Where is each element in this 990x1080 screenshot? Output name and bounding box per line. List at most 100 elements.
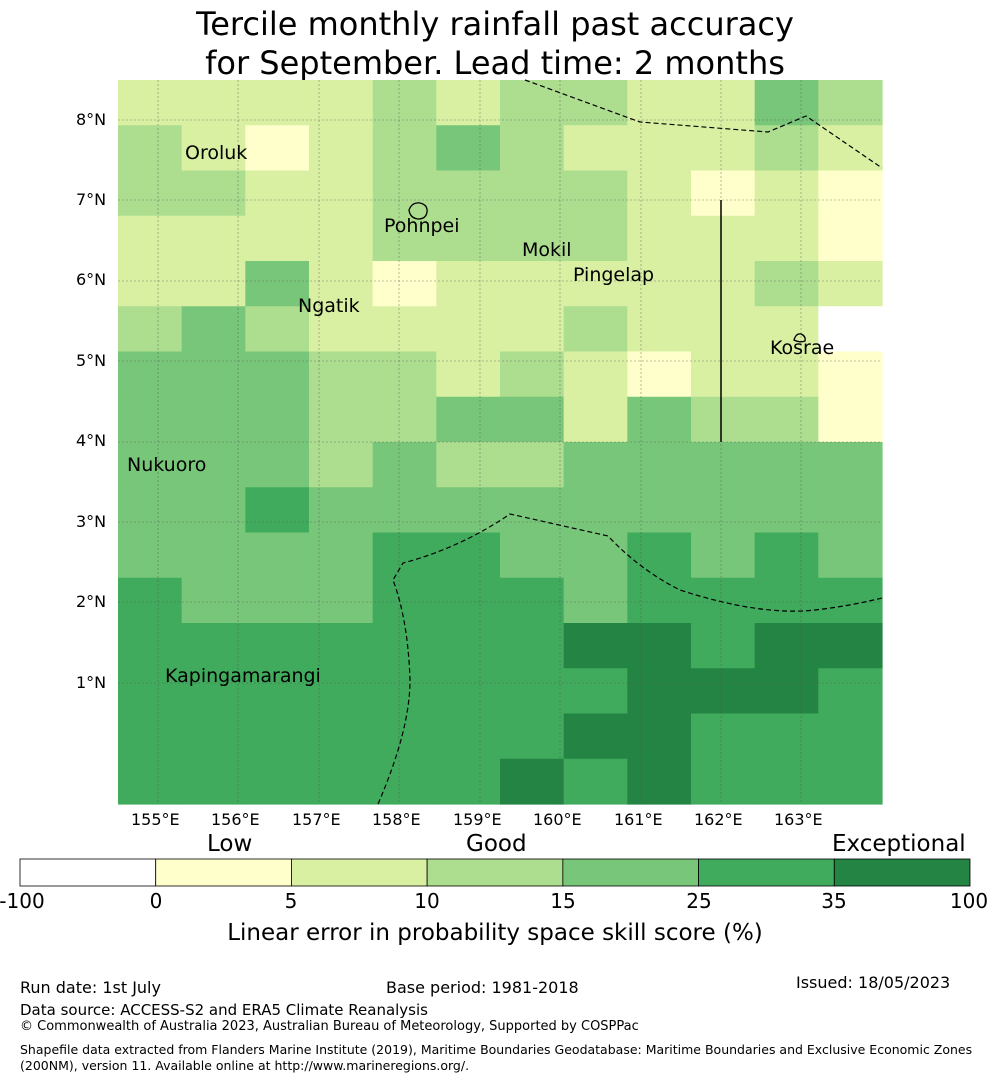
place-label-oroluk: Oroluk bbox=[185, 142, 248, 164]
grid-cell bbox=[309, 80, 374, 126]
grid-cell bbox=[500, 668, 565, 715]
shapefile-credit-line-2: (200NM), version 11. Available online at… bbox=[20, 1058, 470, 1073]
grid-cell bbox=[691, 713, 756, 760]
grid-cell bbox=[754, 396, 819, 443]
colorbar-segment bbox=[698, 858, 835, 887]
issued-date: Issued: 18/05/2023 bbox=[796, 973, 951, 992]
run-date: Run date: 1st July bbox=[20, 978, 161, 997]
grid-cell bbox=[754, 215, 819, 262]
grid-cell bbox=[118, 532, 183, 579]
grid-cell bbox=[754, 351, 819, 398]
colorbar-tick: 25 bbox=[686, 889, 712, 913]
grid-cell bbox=[627, 623, 692, 669]
grid-cell bbox=[691, 351, 756, 398]
grid-cell bbox=[181, 215, 246, 262]
grid-cell bbox=[118, 487, 183, 534]
place-label-mokil: Mokil bbox=[522, 239, 572, 261]
colorbar-segment bbox=[291, 858, 428, 887]
shapefile-credit-line-1: Shapefile data extracted from Flanders M… bbox=[20, 1042, 973, 1057]
colorbar-segment bbox=[833, 858, 971, 887]
grid-cell bbox=[563, 668, 628, 715]
grid-cell bbox=[627, 170, 692, 217]
grid-cell bbox=[245, 170, 310, 217]
grid-cell bbox=[818, 306, 883, 353]
grid-cell bbox=[818, 261, 883, 307]
grid-cell bbox=[436, 713, 501, 760]
grid-cell bbox=[691, 215, 756, 262]
grid-cell bbox=[372, 396, 437, 443]
grid-cell bbox=[500, 80, 565, 126]
grid-cell bbox=[118, 215, 183, 262]
grid-cell bbox=[500, 487, 565, 534]
grid-cell bbox=[818, 623, 883, 669]
grid-cell bbox=[372, 668, 437, 715]
grid-cell bbox=[309, 668, 374, 715]
grid-cell bbox=[245, 487, 310, 534]
lon-label-163e: 163°E bbox=[774, 810, 823, 829]
colorbar-segment bbox=[426, 858, 564, 887]
grid-cell bbox=[818, 215, 883, 262]
grid-cell bbox=[372, 758, 437, 805]
grid-cell bbox=[563, 442, 628, 488]
place-label-ngatik: Ngatik bbox=[298, 295, 360, 317]
grid-cell bbox=[627, 261, 692, 307]
grid-cell bbox=[372, 577, 437, 624]
grid-cell bbox=[436, 532, 501, 579]
grid-cell bbox=[563, 396, 628, 443]
colorbar-category-exceptional: Exceptional bbox=[832, 831, 966, 857]
grid-cell bbox=[245, 125, 310, 172]
grid-cell bbox=[563, 125, 628, 172]
grid-cell bbox=[754, 532, 819, 579]
lon-label-155e: 155°E bbox=[131, 810, 180, 829]
grid-cell bbox=[627, 487, 692, 534]
grid-cell bbox=[627, 125, 692, 172]
grid-cell bbox=[436, 623, 501, 669]
grid-cell bbox=[118, 351, 183, 398]
grid-cell bbox=[436, 306, 501, 353]
grid-cell bbox=[245, 261, 310, 307]
place-label-pohnpei: Pohnpei bbox=[384, 215, 460, 237]
grid-cell bbox=[436, 396, 501, 443]
grid-cell bbox=[436, 442, 501, 488]
grid-cell bbox=[754, 80, 819, 126]
grid-cell bbox=[309, 215, 374, 262]
grid-cell bbox=[118, 306, 183, 353]
grid-cell bbox=[691, 396, 756, 443]
grid-cell bbox=[245, 306, 310, 353]
colorbar-tick: -100 bbox=[0, 889, 45, 913]
lon-label-158e: 158°E bbox=[372, 810, 421, 829]
grid-cell bbox=[563, 80, 628, 126]
grid-cell bbox=[500, 261, 565, 307]
colorbar-segment bbox=[562, 858, 699, 887]
grid-cell bbox=[627, 577, 692, 624]
grid-cell bbox=[372, 351, 437, 398]
grid-cell bbox=[818, 532, 883, 579]
grid-cell bbox=[563, 487, 628, 534]
grid-cell bbox=[500, 623, 565, 669]
lon-label-160e: 160°E bbox=[533, 810, 582, 829]
grid-cell bbox=[627, 306, 692, 353]
grid-cell bbox=[754, 125, 819, 172]
grid-cell bbox=[309, 306, 374, 353]
colorbar-tick: 10 bbox=[414, 889, 440, 913]
grid-cell bbox=[372, 487, 437, 534]
grid-cell bbox=[436, 80, 501, 126]
grid-cell bbox=[818, 668, 883, 715]
eez-boundaries bbox=[377, 79, 883, 805]
colorbar-label: Linear error in probability space skill … bbox=[227, 920, 763, 946]
grid-cell bbox=[818, 125, 883, 172]
grid-cell bbox=[245, 215, 310, 262]
grid-cell bbox=[245, 713, 310, 760]
grid-cell bbox=[436, 125, 501, 172]
grid-cell bbox=[500, 170, 565, 217]
colorbar bbox=[19, 858, 971, 887]
grid-cell bbox=[436, 487, 501, 534]
grid-cell bbox=[436, 351, 501, 398]
grid-cell bbox=[500, 306, 565, 353]
grid-cell bbox=[181, 713, 246, 760]
grid-cell bbox=[309, 532, 374, 579]
grid-cell bbox=[181, 668, 246, 715]
grid-cell bbox=[754, 577, 819, 624]
place-label-kapingamarangi: Kapingamarangi bbox=[165, 665, 321, 687]
